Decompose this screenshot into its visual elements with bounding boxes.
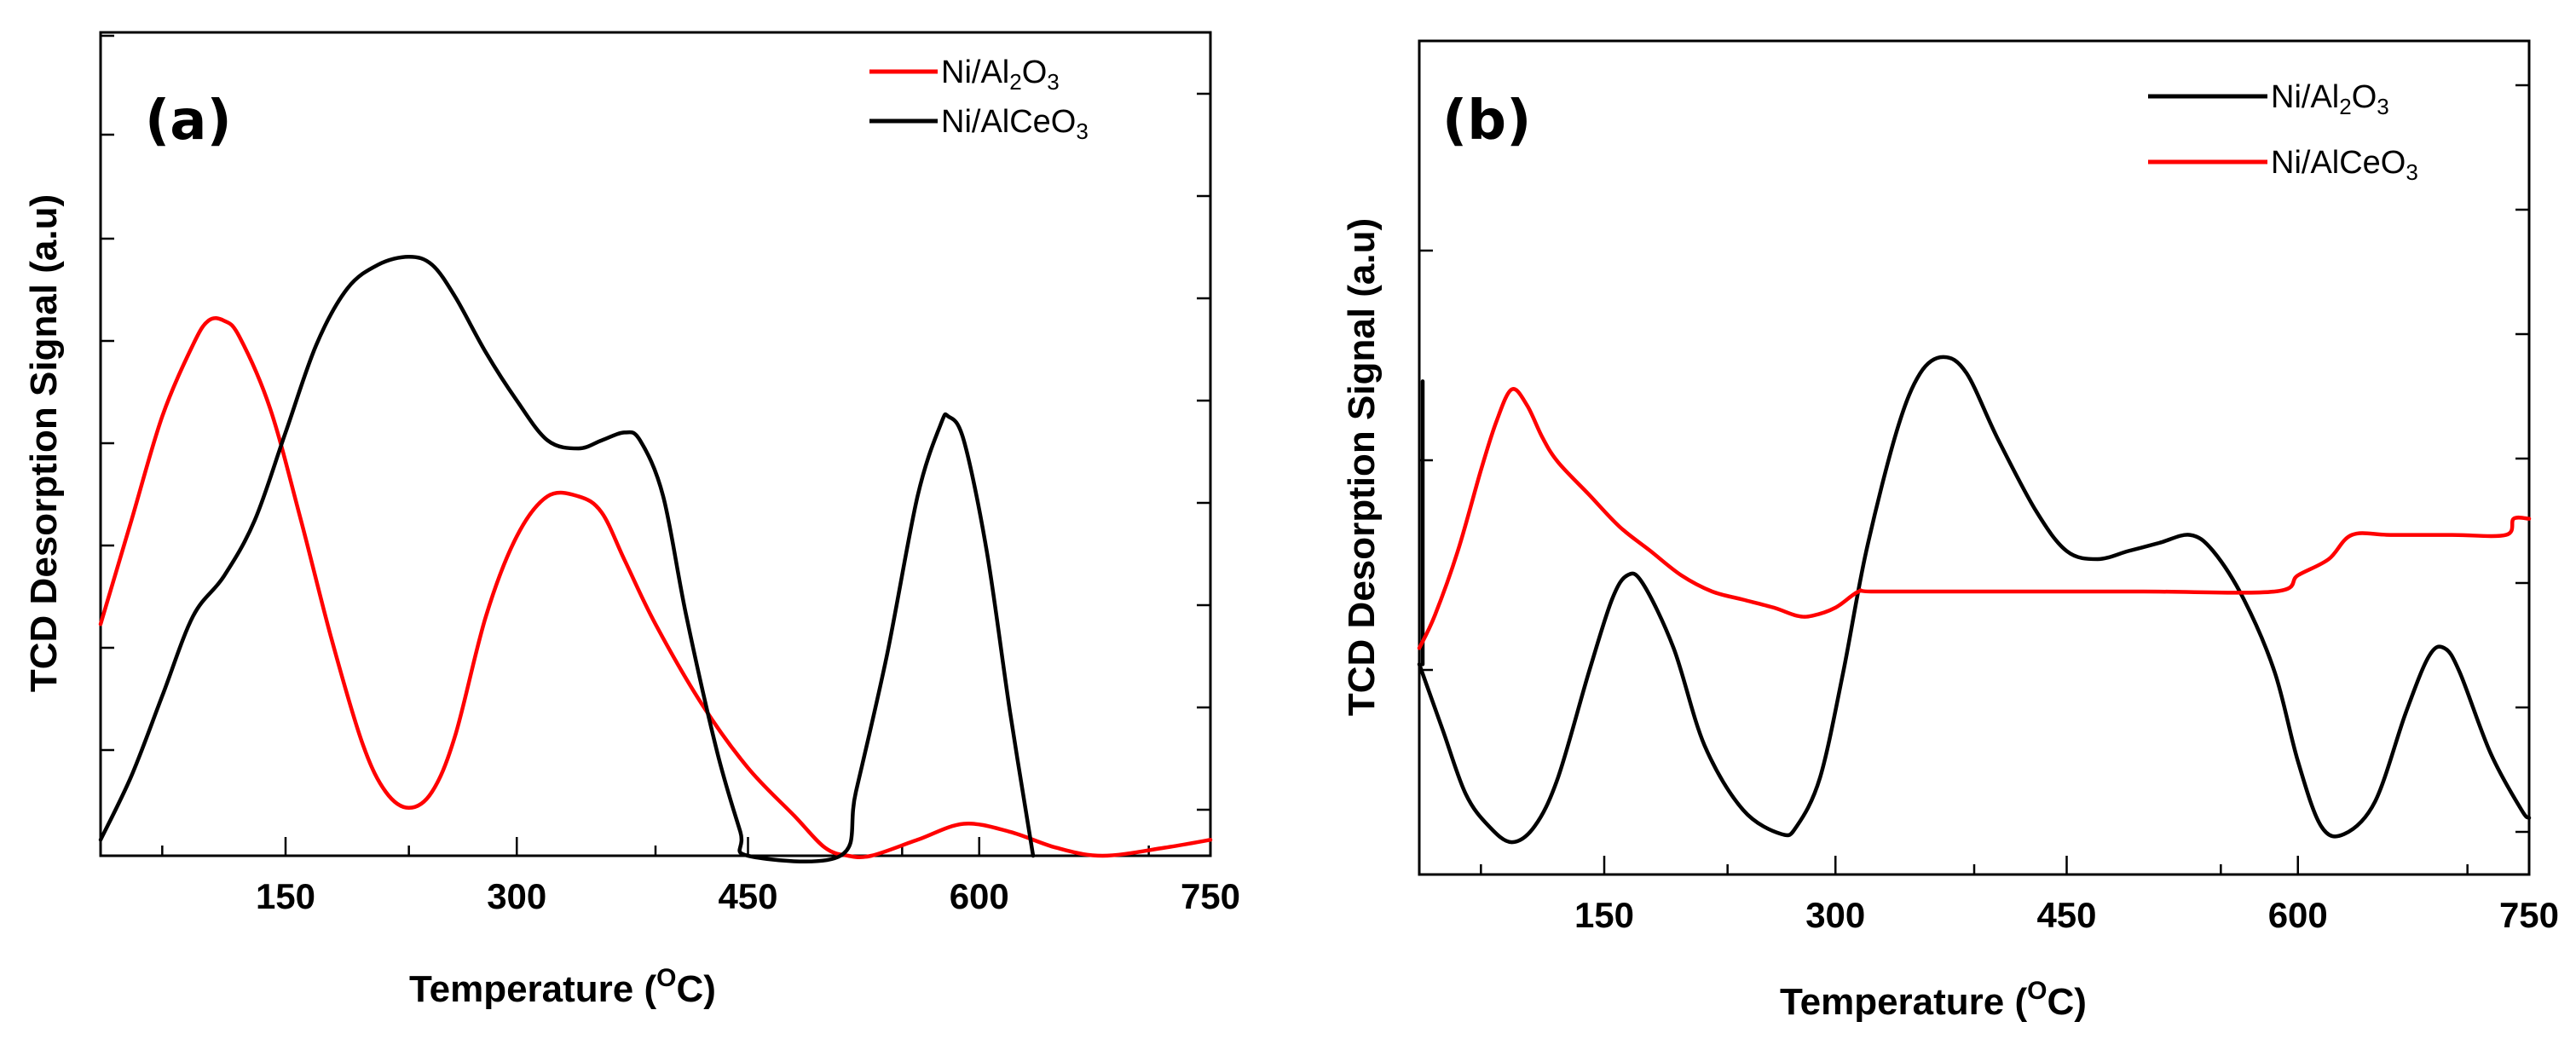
panel-b-x-axis-title-sup: O bbox=[2027, 977, 2047, 1005]
panel-a-series-ni-al2o3 bbox=[98, 316, 1213, 860]
panel-a-x-tick-label-600: 600 bbox=[950, 876, 1009, 916]
panel-b-series-ni-alceo3 bbox=[1417, 387, 2532, 650]
panel-a-x-tick-label-750: 750 bbox=[1181, 876, 1240, 916]
panel-a-legend: Ni/Al2O3 Ni/AlCeO3 bbox=[869, 55, 1089, 144]
panel-b-ticks: 150 300 450 600 750 bbox=[1419, 39, 2559, 935]
panel-a-x-axis-title-sup: O bbox=[656, 964, 676, 992]
panel-a-frame bbox=[99, 31, 1212, 857]
panel-a: (a) TCD Desorption Signal (a.u) Temperat… bbox=[23, 31, 1240, 1010]
panel-b-x-tick-label-150: 150 bbox=[1574, 895, 1634, 935]
panel-a-x-tick-label-450: 450 bbox=[718, 876, 777, 916]
panel-b-label: (b) bbox=[1442, 89, 1531, 153]
legend-b-ni-alceo3-label: Ni/AlCeO3 bbox=[2271, 145, 2418, 185]
panel-b-series bbox=[1417, 355, 2532, 845]
panel-b-x-tick-label-300: 300 bbox=[1805, 895, 1865, 935]
panel-a-x-axis-title-unit: C) bbox=[677, 968, 716, 1010]
panel-b-series-ni-al2o3 bbox=[1417, 355, 2532, 845]
panel-a-series-ni-alceo3 bbox=[98, 254, 1036, 863]
panel-a-x-axis-title: Temperature (OC) bbox=[409, 964, 716, 1010]
panel-b-x-tick-label-750: 750 bbox=[2499, 895, 2559, 935]
panel-b-x-axis-title: Temperature (OC) bbox=[1780, 977, 2087, 1023]
panel-b-x-tick-label-450: 450 bbox=[2036, 895, 2096, 935]
panel-b-legend: Ni/Al2O3 Ni/AlCeO3 bbox=[2148, 79, 2418, 185]
panel-b-x-tick-label-600: 600 bbox=[2268, 895, 2328, 935]
panel-b: (b) TCD Desorption Signal (a.u) Temperat… bbox=[1341, 39, 2559, 1023]
legend-a-ni-al2o3-label: Ni/Al2O3 bbox=[941, 55, 1060, 95]
panel-b-x-axis-title-main: Temperature ( bbox=[1780, 981, 2027, 1023]
panel-b-y-axis-title: TCD Desorption Signal (a.u) bbox=[1341, 218, 1383, 716]
panel-a-series bbox=[98, 254, 1213, 863]
panel-a-ticks: 150 300 450 600 750 bbox=[101, 34, 1240, 916]
panel-a-x-tick-label-150: 150 bbox=[256, 876, 315, 916]
legend-b-ni-al2o3-label: Ni/Al2O3 bbox=[2271, 79, 2389, 119]
legend-a-ni-alceo3-label: Ni/AlCeO3 bbox=[941, 104, 1089, 144]
svg-text:TCD Desorption Signal (a.u): TCD Desorption Signal (a.u) bbox=[1341, 218, 1383, 716]
panel-a-y-axis-title: TCD Desorption Signal (a.u) bbox=[23, 194, 65, 692]
svg-text:TCD Desorption Signal (a.u): TCD Desorption Signal (a.u) bbox=[23, 194, 65, 692]
panel-a-label: (a) bbox=[145, 89, 232, 153]
panel-a-x-tick-label-300: 300 bbox=[487, 876, 546, 916]
panel-a-x-axis-title-main: Temperature ( bbox=[409, 968, 656, 1010]
panel-b-x-axis-title-unit: C) bbox=[2048, 981, 2087, 1023]
